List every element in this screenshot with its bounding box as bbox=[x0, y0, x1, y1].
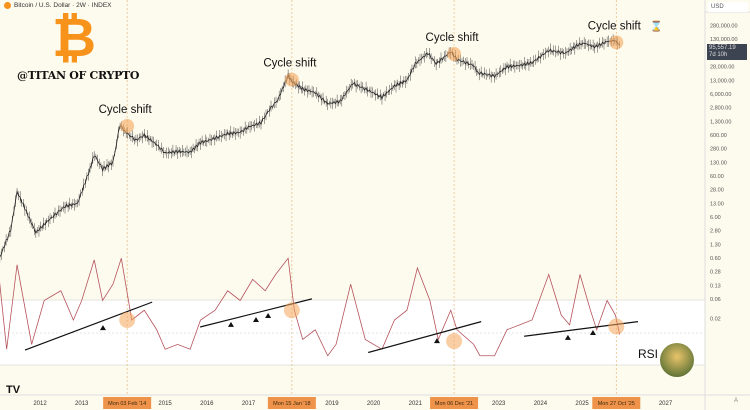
rsi-highlight bbox=[608, 318, 625, 335]
price-tick-label: 280,000.00 bbox=[710, 24, 738, 30]
bitcoin-icon bbox=[4, 2, 11, 9]
date-tag bbox=[592, 397, 641, 409]
price-tick-label: 1,300.00 bbox=[710, 119, 731, 125]
date-tag bbox=[267, 397, 316, 409]
cycle-shift-label: Cycle shift bbox=[588, 20, 642, 32]
price-tick-label: 0.28 bbox=[710, 270, 721, 276]
time-tick-label: 2015 bbox=[158, 401, 172, 407]
price-tick-label: 28.00 bbox=[710, 188, 724, 194]
price-tick-label: 6.00 bbox=[710, 215, 721, 221]
last-price: 95,557.19 bbox=[709, 45, 736, 51]
price-tick-label: 60.00 bbox=[710, 174, 724, 180]
price-tick-label: 2,800.00 bbox=[710, 106, 731, 112]
rsi-line bbox=[0, 257, 621, 357]
last-price-tag: 95,557.19 7d 10h bbox=[707, 44, 747, 60]
triangle-marker-icon bbox=[433, 338, 440, 344]
symbol-title: Bitcoin / U.S. Dollar · 2W · INDEX bbox=[14, 2, 112, 9]
bitcoin-logo: ₿ bbox=[52, 6, 97, 69]
cycle-shift-label: Cycle shift bbox=[426, 32, 480, 44]
price-line bbox=[0, 39, 620, 258]
date-tag bbox=[430, 397, 479, 409]
triangle-marker-icon bbox=[589, 330, 596, 335]
date-tag-label: Mon 15 Jan '18 bbox=[273, 401, 310, 407]
rsi-trendline bbox=[368, 321, 482, 354]
time-tick-label: 2024 bbox=[534, 401, 548, 407]
avatar bbox=[660, 343, 694, 377]
triangle-marker-icon bbox=[99, 325, 106, 331]
price-tick-label: 130,000.00 bbox=[710, 37, 738, 43]
rsi-highlight bbox=[283, 302, 300, 319]
price-tick-label: 13,000.00 bbox=[710, 78, 734, 84]
rsi-trendline bbox=[24, 301, 153, 351]
price-tick-label: 13.00 bbox=[710, 201, 724, 207]
cycle-highlight bbox=[120, 119, 135, 134]
price-tick-label: 0.06 bbox=[710, 297, 721, 303]
triangle-marker-icon bbox=[265, 312, 272, 318]
watermark-handle: @TITAN OF CRYPTO bbox=[17, 69, 140, 82]
price-tick-label: 0.60 bbox=[710, 256, 721, 262]
bar-countdown: 7d 10h bbox=[709, 52, 728, 58]
cycle-shift-label: Cycle shift bbox=[99, 104, 153, 116]
triangle-marker-icon bbox=[564, 334, 571, 340]
rsi-highlight bbox=[446, 333, 463, 350]
time-tick-label: 2027 bbox=[659, 401, 673, 407]
rsi-band bbox=[0, 300, 705, 365]
rsi-highlight bbox=[119, 312, 136, 328]
price-tick-label: 28,000.00 bbox=[710, 65, 734, 71]
price-tick-label: 130.00 bbox=[710, 160, 727, 166]
price-tick-label: 1.30 bbox=[710, 242, 721, 248]
date-tag-label: Mon 27 Oct '25 bbox=[598, 401, 635, 407]
price-tick-label: 0.02 bbox=[710, 317, 721, 323]
time-tick-label: 2017 bbox=[242, 401, 256, 407]
price-tick-label: 280.00 bbox=[710, 147, 727, 153]
price-tick-label: 2.80 bbox=[710, 229, 721, 235]
time-tick-label: 2025 bbox=[575, 401, 589, 407]
rsi-label: RSI bbox=[638, 347, 659, 361]
time-tick-label: 2020 bbox=[367, 401, 381, 407]
time-tick-label: 2012 bbox=[33, 401, 47, 407]
cycle-highlight bbox=[447, 47, 462, 62]
time-tick-label: 2013 bbox=[75, 401, 89, 407]
triangle-marker-icon bbox=[227, 321, 234, 327]
price-tick-label: 0.13 bbox=[710, 283, 721, 289]
price-tick-label: 600.00 bbox=[710, 133, 727, 139]
auto-scale-button[interactable]: A bbox=[734, 398, 739, 404]
triangle-marker-icon bbox=[253, 317, 260, 322]
tradingview-logo[interactable]: TV bbox=[6, 384, 21, 396]
time-tick-label: 2016 bbox=[200, 401, 214, 407]
time-tick-label: 2019 bbox=[325, 401, 339, 407]
date-tag-label: Mon 03 Feb '14 bbox=[108, 401, 146, 407]
time-tick-label: 2023 bbox=[492, 401, 506, 407]
symbol-header[interactable]: Bitcoin / U.S. Dollar · 2W · INDEX bbox=[4, 2, 112, 9]
cycle-highlight bbox=[609, 35, 624, 50]
cycle-highlight bbox=[284, 72, 299, 87]
price-tick-label: 6,000.00 bbox=[710, 92, 731, 98]
hourglass-icon: ⌛ bbox=[650, 19, 662, 32]
time-tick-label: 2021 bbox=[409, 401, 423, 407]
cycle-shift-label: Cycle shift bbox=[263, 58, 317, 70]
date-tag bbox=[103, 397, 152, 409]
currency-dropdown[interactable]: USD bbox=[708, 2, 748, 12]
date-tag-label: Mon 06 Dec '21 bbox=[435, 401, 473, 407]
